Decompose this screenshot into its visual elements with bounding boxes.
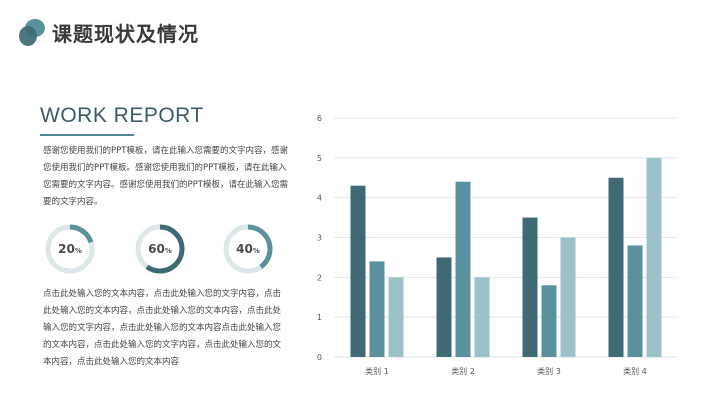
report-title: WORK REPORT	[40, 104, 204, 127]
bar	[608, 177, 624, 357]
bar	[627, 245, 643, 357]
progress-ring-1: 20%	[44, 223, 96, 275]
progress-ring-2: 60%	[134, 223, 186, 275]
bar	[522, 217, 538, 357]
x-tick-label: 类别 4	[623, 366, 647, 376]
bar	[350, 185, 366, 357]
y-tick-label: 3	[317, 234, 322, 243]
ring-value: 60%	[148, 242, 172, 256]
bar	[474, 277, 490, 357]
bar-chart: 0 1 2 3 4 5 6 类别 1 类别 2 类别 3 类别 4	[317, 114, 678, 376]
x-tick-label: 类别 1	[365, 366, 389, 376]
bar	[369, 261, 385, 357]
ring-value: 20%	[58, 242, 82, 256]
body-paragraph: 点击此处输入您的文本内容，点击此处输入您的文字内容，点击此处输入您的文本内容，点…	[43, 289, 282, 367]
y-tick-label: 5	[317, 154, 322, 163]
x-tick-label: 类别 3	[537, 366, 561, 376]
y-tick-label: 6	[317, 114, 322, 123]
bar	[541, 285, 557, 357]
bar	[455, 181, 471, 357]
progress-ring-3: 40%	[222, 223, 274, 275]
intro-paragraph: 感谢您使用我们的PPT模板，请在此输入您需要的文字内容，感谢您使用我们的PPT模…	[43, 146, 288, 207]
page-title: 课题现状及情况	[52, 22, 199, 46]
y-tick-label: 2	[317, 273, 322, 282]
y-tick-label: 4	[317, 194, 322, 203]
bar	[388, 277, 404, 357]
y-tick-label: 1	[317, 313, 322, 322]
ring-value: 40%	[236, 242, 260, 256]
x-tick-label: 类别 2	[451, 366, 475, 376]
bar	[436, 257, 452, 357]
y-tick-label: 0	[317, 353, 322, 362]
logo-icon	[19, 19, 45, 46]
title-underline	[40, 134, 134, 136]
bar	[646, 157, 662, 357]
bar	[560, 237, 576, 357]
